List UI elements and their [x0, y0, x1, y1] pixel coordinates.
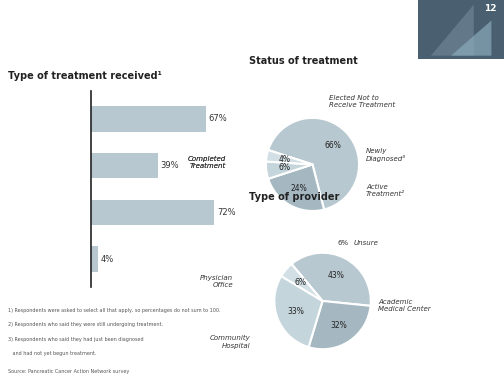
Text: 1) Respondents were asked to select all that apply, so percentages do not sum to: 1) Respondents were asked to select all … — [8, 308, 220, 313]
Text: Completed
Treatment: Completed Treatment — [188, 155, 226, 169]
Text: Completed
Treatment: Completed Treatment — [188, 155, 226, 169]
Text: 4%: 4% — [279, 155, 291, 164]
Text: Elected Not to
Receive Treatment: Elected Not to Receive Treatment — [329, 95, 395, 108]
Text: Unsure: Unsure — [354, 240, 379, 246]
Text: 6%: 6% — [338, 240, 349, 246]
Text: Majority received surgery, completed treatment: Majority received surgery, completed tre… — [9, 26, 408, 42]
Text: Type of provider: Type of provider — [249, 192, 340, 202]
Bar — [91, 200, 214, 225]
Bar — [91, 106, 206, 132]
Text: 6%: 6% — [279, 163, 291, 172]
Polygon shape — [431, 5, 474, 56]
Wedge shape — [266, 161, 312, 179]
Text: 6%: 6% — [294, 278, 306, 287]
Wedge shape — [281, 264, 323, 301]
Wedge shape — [291, 253, 371, 306]
Text: 66%: 66% — [325, 141, 341, 150]
Wedge shape — [266, 150, 312, 164]
Text: 67%: 67% — [209, 114, 227, 123]
Text: Type of treatment received¹: Type of treatment received¹ — [8, 71, 161, 81]
Text: 32%: 32% — [330, 321, 347, 330]
Text: 3) Respondents who said they had just been diagnosed: 3) Respondents who said they had just be… — [8, 337, 143, 342]
Text: Newly
Diagnosed³: Newly Diagnosed³ — [366, 148, 406, 162]
Text: 2) Respondents who said they were still undergoing treatment.: 2) Respondents who said they were still … — [8, 322, 163, 327]
Wedge shape — [268, 118, 359, 209]
Text: Active
Treatment²: Active Treatment² — [366, 184, 405, 197]
Text: 12: 12 — [484, 4, 496, 13]
Wedge shape — [308, 301, 370, 349]
Polygon shape — [418, 0, 504, 59]
Text: 43%: 43% — [328, 271, 345, 280]
Bar — [91, 153, 158, 178]
Text: Academic
Medical Center: Academic Medical Center — [378, 299, 430, 312]
Text: 24%: 24% — [291, 184, 307, 194]
Text: 4%: 4% — [100, 255, 113, 264]
Polygon shape — [451, 20, 491, 56]
Text: Status of treatment: Status of treatment — [249, 56, 358, 66]
Text: Physician
Office: Physician Office — [200, 275, 233, 288]
Text: Source: Pancreatic Cancer Action Network survey: Source: Pancreatic Cancer Action Network… — [8, 369, 129, 374]
Wedge shape — [268, 164, 324, 211]
Text: 39%: 39% — [160, 161, 179, 170]
Text: 72%: 72% — [217, 208, 236, 217]
Bar — [91, 246, 98, 272]
Text: 33%: 33% — [287, 307, 304, 316]
Text: Community
Hospital: Community Hospital — [210, 335, 250, 349]
Wedge shape — [274, 276, 323, 347]
Text: and had not yet begun treatment.: and had not yet begun treatment. — [8, 351, 96, 356]
